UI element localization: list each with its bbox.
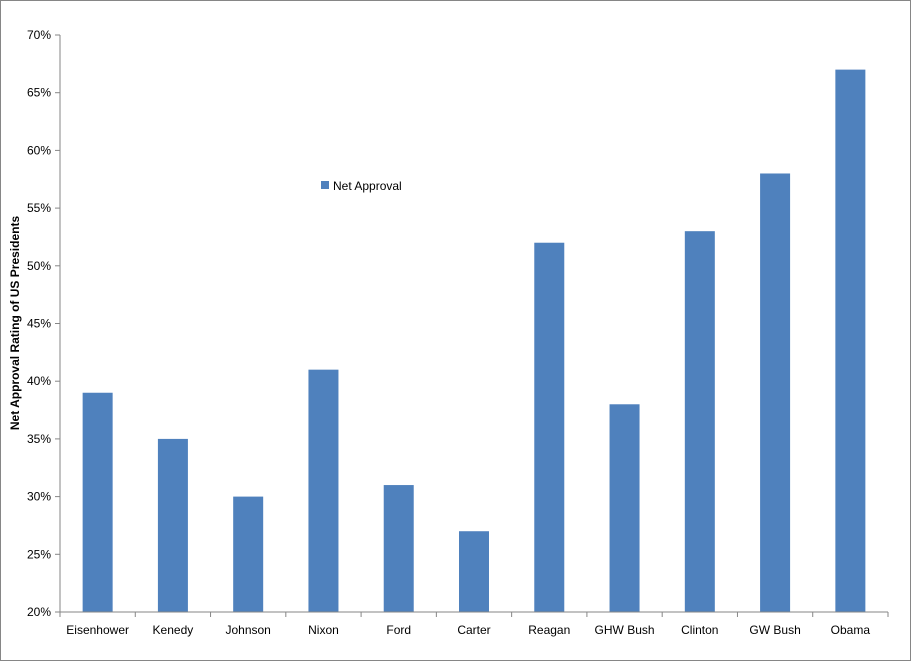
x-axis-ticks: Eisenhower Kenedy Johnson Nixon Ford Carter Re… [59,612,889,637]
bar-kenedy [157,438,188,612]
x-tick-label: Eisenhower [66,623,129,637]
x-tick-label: GW Bush [749,623,800,637]
x-tick-label: Ford [386,623,411,637]
legend-label: Net Approval [333,179,402,193]
x-tick-label: Clinton [681,623,718,637]
x-tick-label: Nixon [308,623,339,637]
x-tick-label: Kenedy [153,623,194,637]
bar-johnson [233,496,264,612]
y-tick-label: 20% [27,605,51,619]
bar-ford [383,485,414,612]
x-tick-label: Reagan [528,623,570,637]
legend: Net Approval [321,179,402,193]
y-tick-label: 30% [27,490,51,504]
x-tick-label: Obama [831,623,871,637]
y-axis-ticks: 20% 25% 30% 35% 40% 45% 50% 55% 60% 65% 70% [27,28,60,619]
legend-swatch [321,181,329,189]
x-tick-label: Johnson [225,623,270,637]
y-tick-label: 45% [27,317,51,331]
y-tick-label: 25% [27,547,51,561]
y-tick-label: 65% [27,86,51,100]
y-tick-label: 35% [27,432,51,446]
bars [82,69,866,613]
bar-clinton [684,231,715,612]
y-tick-label: 70% [27,28,51,42]
y-tick-label: 50% [27,259,51,273]
y-axis-title: Net Approval Rating of US Presidents [8,216,22,431]
bar-gw-bush [760,173,791,613]
bar-obama [835,69,866,613]
y-tick-label: 55% [27,201,51,215]
y-tick-label: 60% [27,143,51,157]
bar-eisenhower [82,392,113,612]
bar-nixon [308,369,339,612]
x-tick-label: Carter [457,623,490,637]
bar-carter [459,531,489,612]
y-tick-label: 40% [27,374,51,388]
x-tick-label: GHW Bush [595,623,655,637]
bar-reagan [534,242,565,612]
bar-ghw-bush [609,404,640,612]
